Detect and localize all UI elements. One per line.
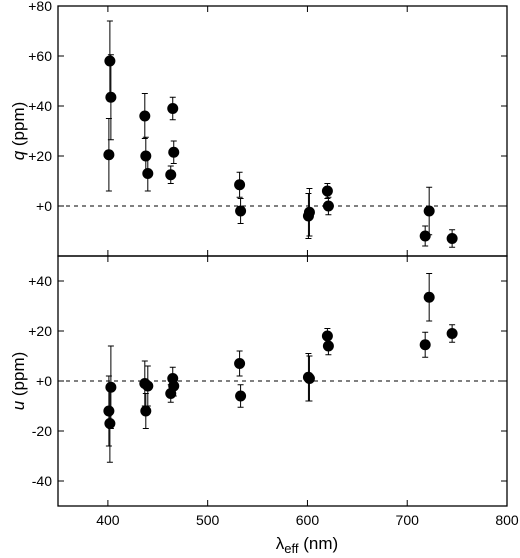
data-point — [142, 365, 154, 407]
data-point — [105, 345, 117, 429]
data-point — [165, 165, 177, 184]
data-point — [105, 54, 117, 141]
data-marker — [303, 373, 315, 384]
data-marker — [235, 390, 247, 402]
data-marker — [234, 358, 246, 369]
data-marker — [105, 381, 117, 393]
data-point — [446, 324, 458, 343]
data-marker — [321, 185, 333, 197]
data-marker — [423, 205, 435, 217]
data-marker — [419, 230, 431, 242]
data-marker — [303, 206, 315, 218]
data-marker — [234, 179, 246, 191]
y-axis-title-top: q (ppm) — [9, 102, 28, 161]
data-point — [446, 229, 458, 248]
data-marker — [105, 91, 117, 103]
data-point — [419, 331, 431, 358]
data-point — [140, 393, 152, 429]
y-tick-label: -20 — [32, 423, 52, 439]
y-tick-label: +0 — [36, 373, 52, 389]
data-marker — [168, 146, 180, 158]
data-point — [303, 188, 315, 237]
data-point — [235, 198, 247, 224]
data-point — [139, 93, 151, 139]
y-tick-label: +80 — [28, 0, 52, 14]
plot-frame-top — [57, 5, 508, 257]
data-point — [322, 336, 334, 356]
y-tick-label: +40 — [28, 98, 52, 114]
data-point — [168, 140, 180, 164]
data-point — [423, 186, 435, 236]
y-axis-title-bottom: u (ppm) — [9, 352, 28, 411]
data-point — [104, 20, 116, 102]
y-tick-label: +20 — [28, 323, 52, 339]
data-point — [235, 384, 247, 408]
data-point — [321, 183, 333, 199]
data-marker — [446, 233, 458, 244]
x-tick-label: 400 — [96, 512, 120, 528]
x-tick-label: 700 — [396, 512, 420, 528]
data-marker — [167, 103, 179, 114]
data-point — [142, 155, 154, 192]
y-tick-label: +0 — [36, 198, 52, 214]
x-tick-label: 600 — [296, 512, 320, 528]
data-point — [104, 384, 116, 463]
x-tick-label: 500 — [196, 512, 220, 528]
data-marker — [142, 168, 154, 179]
data-marker — [419, 339, 431, 351]
data-marker — [103, 149, 115, 161]
y-tick-label: +40 — [28, 273, 52, 289]
data-marker — [446, 328, 458, 339]
data-point — [303, 355, 315, 402]
data-point — [419, 225, 431, 247]
data-marker — [139, 110, 151, 122]
data-marker — [322, 200, 334, 212]
axis-titles: q (ppm) u (ppm) λeff (nm) — [9, 102, 338, 556]
data-point — [168, 375, 180, 397]
data-marker — [322, 340, 334, 352]
x-axis-title: λeff (nm) — [276, 534, 338, 556]
data-point — [234, 350, 246, 377]
panel-top: +0 +20 +40 +60 +80 — [28, 0, 508, 257]
data-point — [322, 196, 334, 216]
data-marker — [104, 55, 116, 67]
data-marker — [423, 291, 435, 303]
data-point — [234, 171, 246, 198]
y-tick-label: +20 — [28, 148, 52, 164]
data-marker — [321, 330, 333, 342]
data-point — [423, 273, 435, 322]
data-marker — [165, 169, 177, 181]
data-marker — [142, 380, 154, 392]
x-tick-label: 800 — [495, 512, 519, 528]
y-tick-label: +60 — [28, 48, 52, 64]
data-marker — [168, 380, 180, 392]
data-marker — [104, 418, 116, 429]
panel-bottom: -40 -20 +0 +20 +40 400 500 600 700 800 — [28, 255, 519, 528]
y-tick-label: -40 — [32, 473, 52, 489]
data-marker — [235, 205, 247, 217]
data-marker — [140, 405, 152, 417]
data-marker — [103, 405, 115, 417]
data-point — [103, 118, 115, 192]
data-point — [167, 96, 179, 121]
